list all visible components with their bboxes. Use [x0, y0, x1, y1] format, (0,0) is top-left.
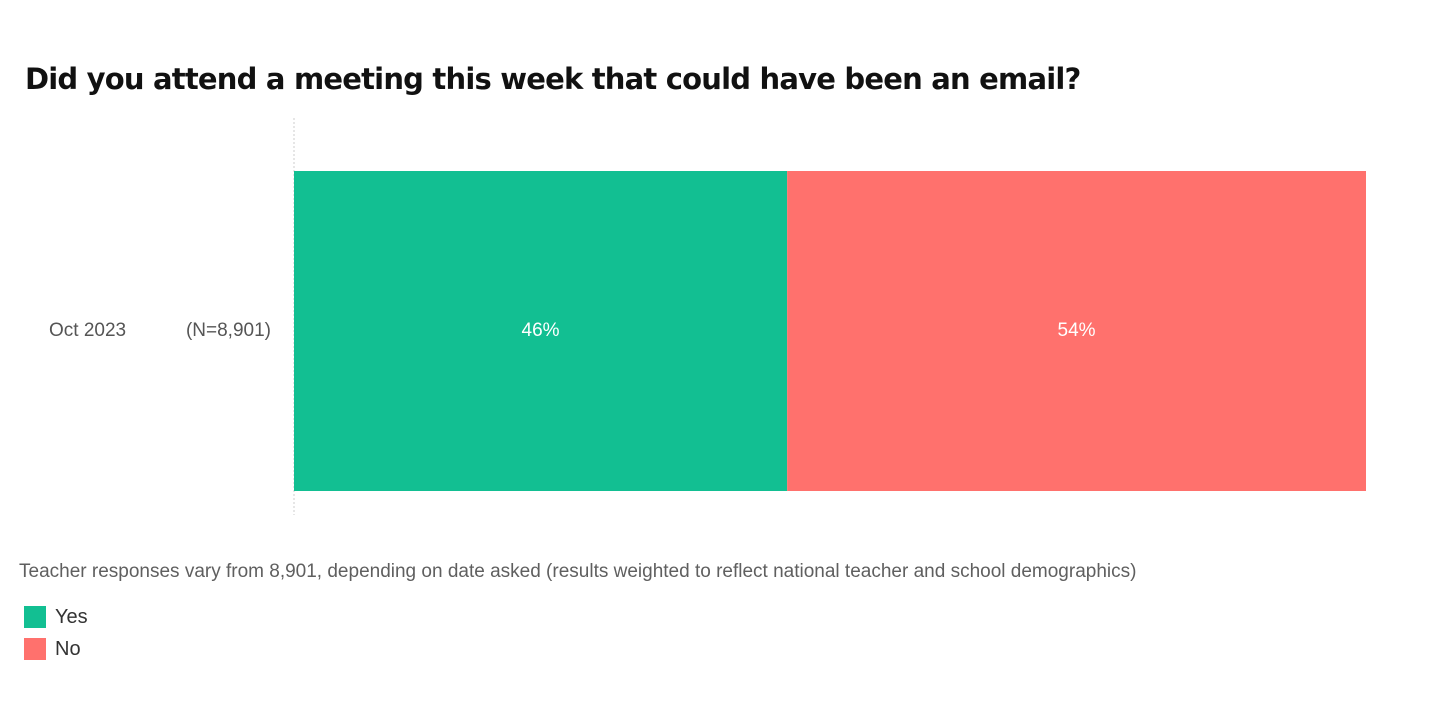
bar-segment-no [787, 171, 1366, 491]
category-label: Oct 2023 [49, 320, 126, 341]
category-sample-size: (N=8,901) [186, 320, 271, 341]
legend-label-yes: Yes [55, 605, 88, 628]
bar-segment-yes [294, 171, 788, 491]
chart-title: Did you attend a meeting this week that … [25, 62, 1081, 96]
legend-item-no: No [24, 633, 88, 665]
chart-footnote: Teacher responses vary from 8,901, depen… [19, 561, 1137, 582]
legend-swatch-no [24, 638, 46, 660]
data-label-yes: 46% [522, 320, 560, 341]
legend-swatch-yes [24, 606, 46, 628]
legend-label-no: No [55, 637, 81, 660]
bars-layer: 46% 54% [294, 171, 1366, 491]
category-labels-layer: Oct 2023 (N=8,901) [49, 320, 271, 341]
legend-item-yes: Yes [24, 601, 88, 633]
data-label-no: 54% [1058, 320, 1096, 341]
chart-legend: Yes No [24, 601, 88, 665]
stacked-bar-chart: 46% 54% Oct 2023 (N=8,901) [49, 118, 1366, 515]
